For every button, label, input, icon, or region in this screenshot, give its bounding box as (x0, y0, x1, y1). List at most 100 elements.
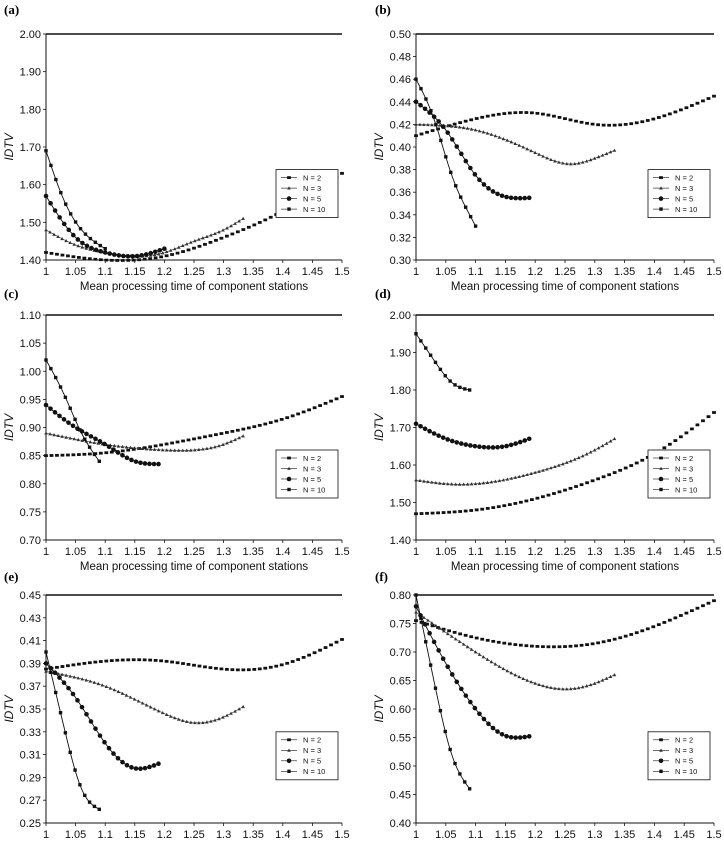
data-point (592, 448, 597, 452)
data-point (458, 385, 462, 390)
series-n=2 (414, 94, 716, 138)
data-point (618, 468, 623, 472)
data-point (109, 659, 114, 663)
data-point (78, 226, 83, 231)
x-tick-label: 1.2 (528, 829, 543, 841)
data-point (634, 461, 639, 465)
data-point (477, 652, 482, 656)
y-tick-label: 1.50 (390, 498, 411, 510)
data-point (596, 680, 601, 684)
legend-label: N = 2 (303, 736, 321, 745)
data-point (472, 705, 478, 711)
data-point (235, 230, 240, 234)
y-tick-label: 0.55 (390, 733, 411, 745)
data-point (156, 252, 161, 256)
y-tick-label: 0.65 (390, 676, 411, 688)
legend-marker (286, 758, 292, 764)
series-n=10 (44, 358, 101, 463)
data-point (463, 205, 468, 209)
data-point (533, 150, 537, 154)
data-point (623, 634, 628, 638)
data-point (80, 245, 85, 249)
data-point (517, 474, 522, 479)
data-point (43, 402, 49, 408)
legend-label: N = 5 (303, 194, 321, 203)
data-point (176, 245, 181, 249)
data-point (144, 447, 149, 451)
data-point (142, 765, 148, 771)
data-point (87, 452, 92, 456)
data-point (712, 599, 716, 603)
x-axis-label: Mean processing time of component statio… (80, 561, 308, 573)
x-tick-label: 1.5 (334, 266, 349, 278)
data-point (579, 120, 584, 124)
data-point (237, 436, 241, 440)
data-point (712, 411, 716, 414)
data-point (690, 427, 694, 431)
data-point (463, 509, 468, 513)
data-point (706, 97, 711, 100)
data-point (561, 687, 565, 691)
data-point (497, 664, 502, 668)
data-point (285, 661, 290, 665)
data-point (109, 258, 114, 262)
data-point (457, 482, 462, 486)
legend-marker (659, 769, 663, 773)
data-point (76, 453, 81, 456)
data-point (454, 440, 460, 445)
data-point (480, 637, 485, 641)
data-point (601, 475, 606, 479)
data-point (422, 615, 426, 619)
data-point (334, 640, 339, 644)
data-point (197, 664, 202, 668)
data-point (607, 473, 612, 477)
data-point (413, 99, 419, 105)
x-tick-label: 1.4 (647, 266, 662, 278)
data-point (537, 469, 541, 473)
y-tick-label: 0.37 (20, 681, 41, 693)
data-point (623, 122, 628, 126)
data-point (152, 707, 157, 711)
y-axis-label: IDTV (372, 413, 386, 441)
data-point (181, 439, 185, 443)
data-point (214, 666, 218, 670)
data-point (436, 433, 441, 438)
x-tick-label: 1.1 (468, 829, 483, 841)
data-point (572, 686, 577, 690)
y-tick-label: 0.70 (390, 647, 411, 659)
data-point (673, 110, 678, 114)
data-point (458, 772, 462, 776)
data-point (156, 761, 161, 767)
data-point (318, 404, 322, 407)
x-axis-label: Mean processing time of component statio… (80, 281, 308, 293)
data-point (712, 94, 716, 98)
data-point (509, 671, 514, 675)
data-point (241, 216, 245, 220)
data-point (477, 711, 482, 717)
legend-label: N = 5 (303, 757, 321, 766)
data-point (576, 161, 581, 165)
data-point (60, 665, 65, 668)
data-point (181, 250, 185, 253)
legend-marker (659, 456, 663, 460)
data-point (521, 145, 525, 149)
data-point (561, 161, 565, 165)
data-point (257, 221, 262, 224)
x-tick-label: 1.05 (65, 829, 86, 841)
data-point (53, 375, 58, 380)
data-point (157, 247, 163, 253)
legend-label: N = 2 (675, 736, 693, 745)
data-point (129, 765, 134, 770)
data-point (522, 438, 528, 443)
data-point (481, 481, 486, 485)
data-point (48, 432, 52, 436)
data-point (419, 616, 423, 621)
data-point (489, 480, 494, 484)
data-point (576, 455, 581, 460)
data-point (441, 627, 446, 631)
y-tick-label: 0.29 (20, 772, 41, 784)
data-point (474, 117, 479, 120)
data-point (684, 431, 689, 435)
data-point (414, 512, 418, 516)
data-point (684, 611, 689, 615)
